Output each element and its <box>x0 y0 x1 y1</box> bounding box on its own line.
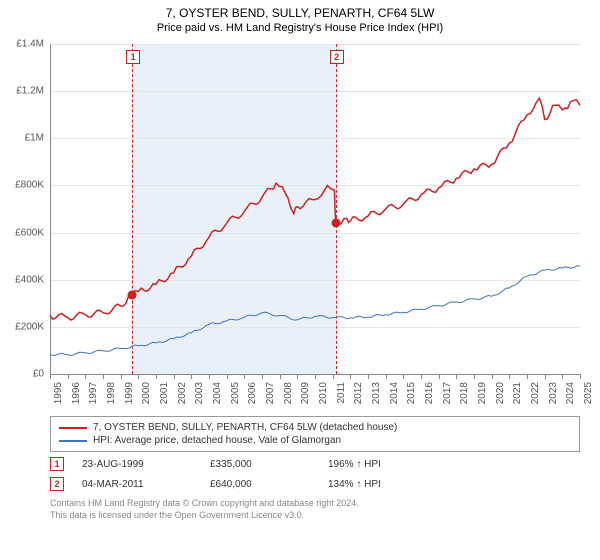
x-axis-label: 2017 <box>442 382 453 422</box>
x-axis-label: 2021 <box>512 382 523 422</box>
series-svg <box>50 44 580 374</box>
x-axis-label: 2000 <box>141 382 152 422</box>
x-axis-label: 2014 <box>389 382 400 422</box>
sale-delta: 134% ↑ HPI <box>328 479 381 490</box>
legend-item: HPI: Average price, detached house, Vale… <box>59 434 571 447</box>
x-axis-label: 2016 <box>424 382 435 422</box>
x-axis-label: 2007 <box>265 382 276 422</box>
x-axis-label: 2008 <box>283 382 294 422</box>
y-axis-label: £0 <box>4 369 44 380</box>
x-axis-label: 2019 <box>477 382 488 422</box>
x-axis-label: 1995 <box>53 382 64 422</box>
x-axis-label: 2003 <box>194 382 205 422</box>
chart-title: 7, OYSTER BEND, SULLY, PENARTH, CF64 5LW <box>0 0 600 20</box>
x-axis-label: 2010 <box>318 382 329 422</box>
legend-swatch <box>59 440 87 442</box>
x-axis-label: 2006 <box>247 382 258 422</box>
x-axis-label: 2001 <box>159 382 170 422</box>
x-axis-label: 2005 <box>230 382 241 422</box>
footer-line-2: This data is licensed under the Open Gov… <box>50 510 359 522</box>
sale-price: £335,000 <box>210 459 310 470</box>
x-axis-label: 2020 <box>495 382 506 422</box>
sale-row-badge: 1 <box>50 457 64 471</box>
x-axis-label: 2018 <box>459 382 470 422</box>
x-axis-label: 2023 <box>548 382 559 422</box>
footer-attribution: Contains HM Land Registry data © Crown c… <box>50 498 359 521</box>
sale-row-badge: 2 <box>50 477 64 491</box>
series-hpi <box>50 266 580 356</box>
x-axis-label: 2004 <box>212 382 223 422</box>
x-axis-label: 2002 <box>177 382 188 422</box>
chart-container: 7, OYSTER BEND, SULLY, PENARTH, CF64 5LW… <box>0 0 600 560</box>
x-axis-label: 2022 <box>530 382 541 422</box>
y-axis-label: £1.4M <box>4 39 44 50</box>
legend-label: HPI: Average price, detached house, Vale… <box>93 435 341 446</box>
legend-item: 7, OYSTER BEND, SULLY, PENARTH, CF64 5LW… <box>59 421 571 434</box>
x-axis-label: 2025 <box>583 382 594 422</box>
legend-label: 7, OYSTER BEND, SULLY, PENARTH, CF64 5LW… <box>93 422 397 433</box>
x-axis-label: 2013 <box>371 382 382 422</box>
sale-row: 2 04-MAR-2011 £640,000 134% ↑ HPI <box>50 474 381 494</box>
sale-price: £640,000 <box>210 479 310 490</box>
x-axis-label: 2009 <box>300 382 311 422</box>
sale-date: 04-MAR-2011 <box>82 479 192 490</box>
y-axis-label: £200K <box>4 321 44 332</box>
x-axis-label: 1999 <box>124 382 135 422</box>
legend-swatch <box>59 427 87 429</box>
x-axis-label: 2015 <box>406 382 417 422</box>
sales-table: 1 23-AUG-1999 £335,000 196% ↑ HPI 2 04-MAR-20… <box>50 454 381 494</box>
plot-area: 12 <box>50 44 580 374</box>
x-axis-label: 2024 <box>565 382 576 422</box>
y-axis-label: £1M <box>4 133 44 144</box>
y-axis-label: £1.2M <box>4 86 44 97</box>
x-tick <box>580 374 581 379</box>
x-axis-label: 1998 <box>106 382 117 422</box>
sale-date: 23-AUG-1999 <box>82 459 192 470</box>
x-axis-label: 2011 <box>336 382 347 422</box>
y-axis-label: £800K <box>4 180 44 191</box>
x-axis-label: 1996 <box>71 382 82 422</box>
chart-subtitle: Price paid vs. HM Land Registry's House … <box>0 22 600 34</box>
sale-row: 1 23-AUG-1999 £335,000 196% ↑ HPI <box>50 454 381 474</box>
footer-line-1: Contains HM Land Registry data © Crown c… <box>50 498 359 510</box>
sale-delta: 196% ↑ HPI <box>328 459 381 470</box>
series-property <box>50 98 580 320</box>
y-axis-label: £400K <box>4 274 44 285</box>
y-axis-label: £600K <box>4 227 44 238</box>
x-axis-label: 1997 <box>88 382 99 422</box>
x-axis <box>50 374 580 375</box>
x-axis-label: 2012 <box>353 382 364 422</box>
